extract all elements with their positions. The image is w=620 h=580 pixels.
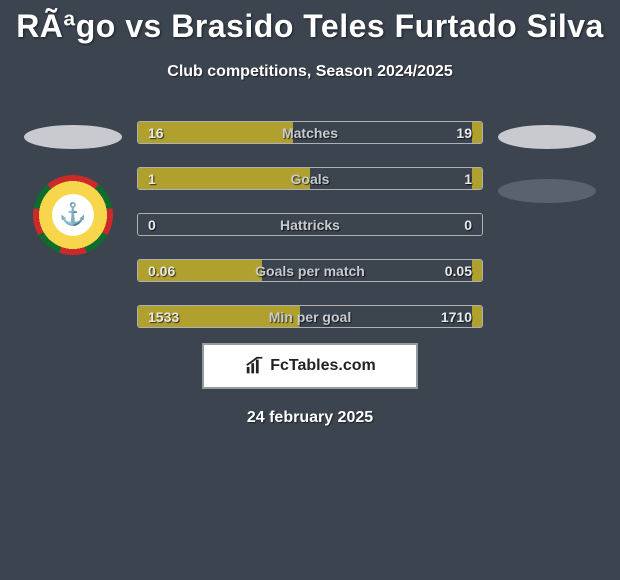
bar-label: Hattricks (138, 214, 482, 235)
bar-value-right: 1710 (441, 306, 472, 327)
player-photo-right (498, 125, 596, 149)
bar-label: Goals (138, 168, 482, 189)
bar-value-right: 1 (464, 168, 472, 189)
main-area: ⚓ 16 Matches 19 1 Goals 1 0 Hattricks 0 (0, 121, 620, 328)
bar-label: Goals per match (138, 260, 482, 281)
page-subtitle: Club competitions, Season 2024/2025 (0, 63, 620, 81)
bar-value-right: 0 (464, 214, 472, 235)
bar-hattricks: 0 Hattricks 0 (137, 213, 483, 236)
left-side: ⚓ (23, 121, 123, 328)
bar-label: Min per goal (138, 306, 482, 327)
bar-mpg: 1533 Min per goal 1710 (137, 305, 483, 328)
bar-gpm: 0.06 Goals per match 0.05 (137, 259, 483, 282)
bar-goals: 1 Goals 1 (137, 167, 483, 190)
bar-label: Matches (138, 122, 482, 143)
source-box: FcTables.com (202, 343, 418, 389)
bar-value-right: 0.05 (445, 260, 472, 281)
club-emblem-left: ⚓ (33, 175, 113, 255)
player-photo-left (24, 125, 122, 149)
source-brand: FcTables.com (270, 357, 376, 375)
page-date: 24 february 2025 (0, 409, 620, 427)
anchor-icon: ⚓ (59, 201, 86, 227)
chart-icon (244, 355, 266, 377)
page-title: RÃªgo vs Brasido Teles Furtado Silva (0, 0, 620, 45)
stat-bars: 16 Matches 19 1 Goals 1 0 Hattricks 0 0.… (137, 121, 483, 328)
bar-matches: 16 Matches 19 (137, 121, 483, 144)
right-side (497, 121, 597, 328)
bar-value-right: 19 (456, 122, 472, 143)
club-placeholder-right (498, 179, 596, 203)
